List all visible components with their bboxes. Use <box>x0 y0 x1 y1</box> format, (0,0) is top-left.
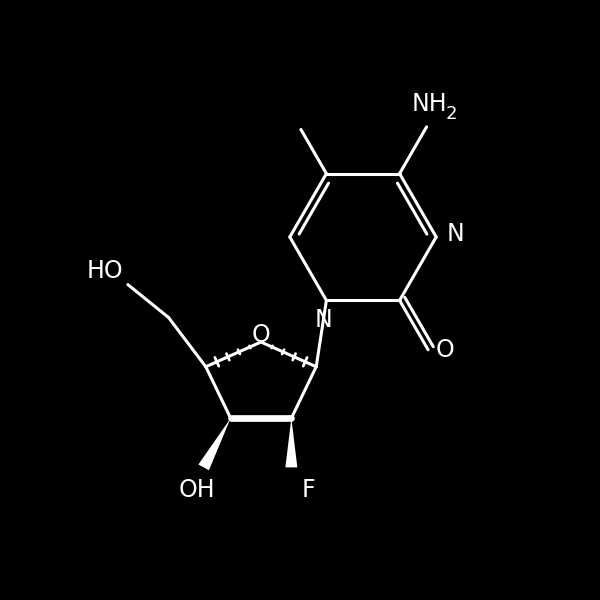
Text: HO: HO <box>86 259 124 283</box>
Text: 2: 2 <box>446 104 458 122</box>
Text: OH: OH <box>178 478 215 502</box>
Text: NH: NH <box>412 92 448 116</box>
Polygon shape <box>199 418 230 470</box>
Text: N: N <box>314 308 332 332</box>
Text: O: O <box>436 338 454 362</box>
Text: N: N <box>446 222 464 246</box>
Polygon shape <box>286 418 298 467</box>
Text: F: F <box>301 478 315 502</box>
Text: O: O <box>251 323 271 347</box>
